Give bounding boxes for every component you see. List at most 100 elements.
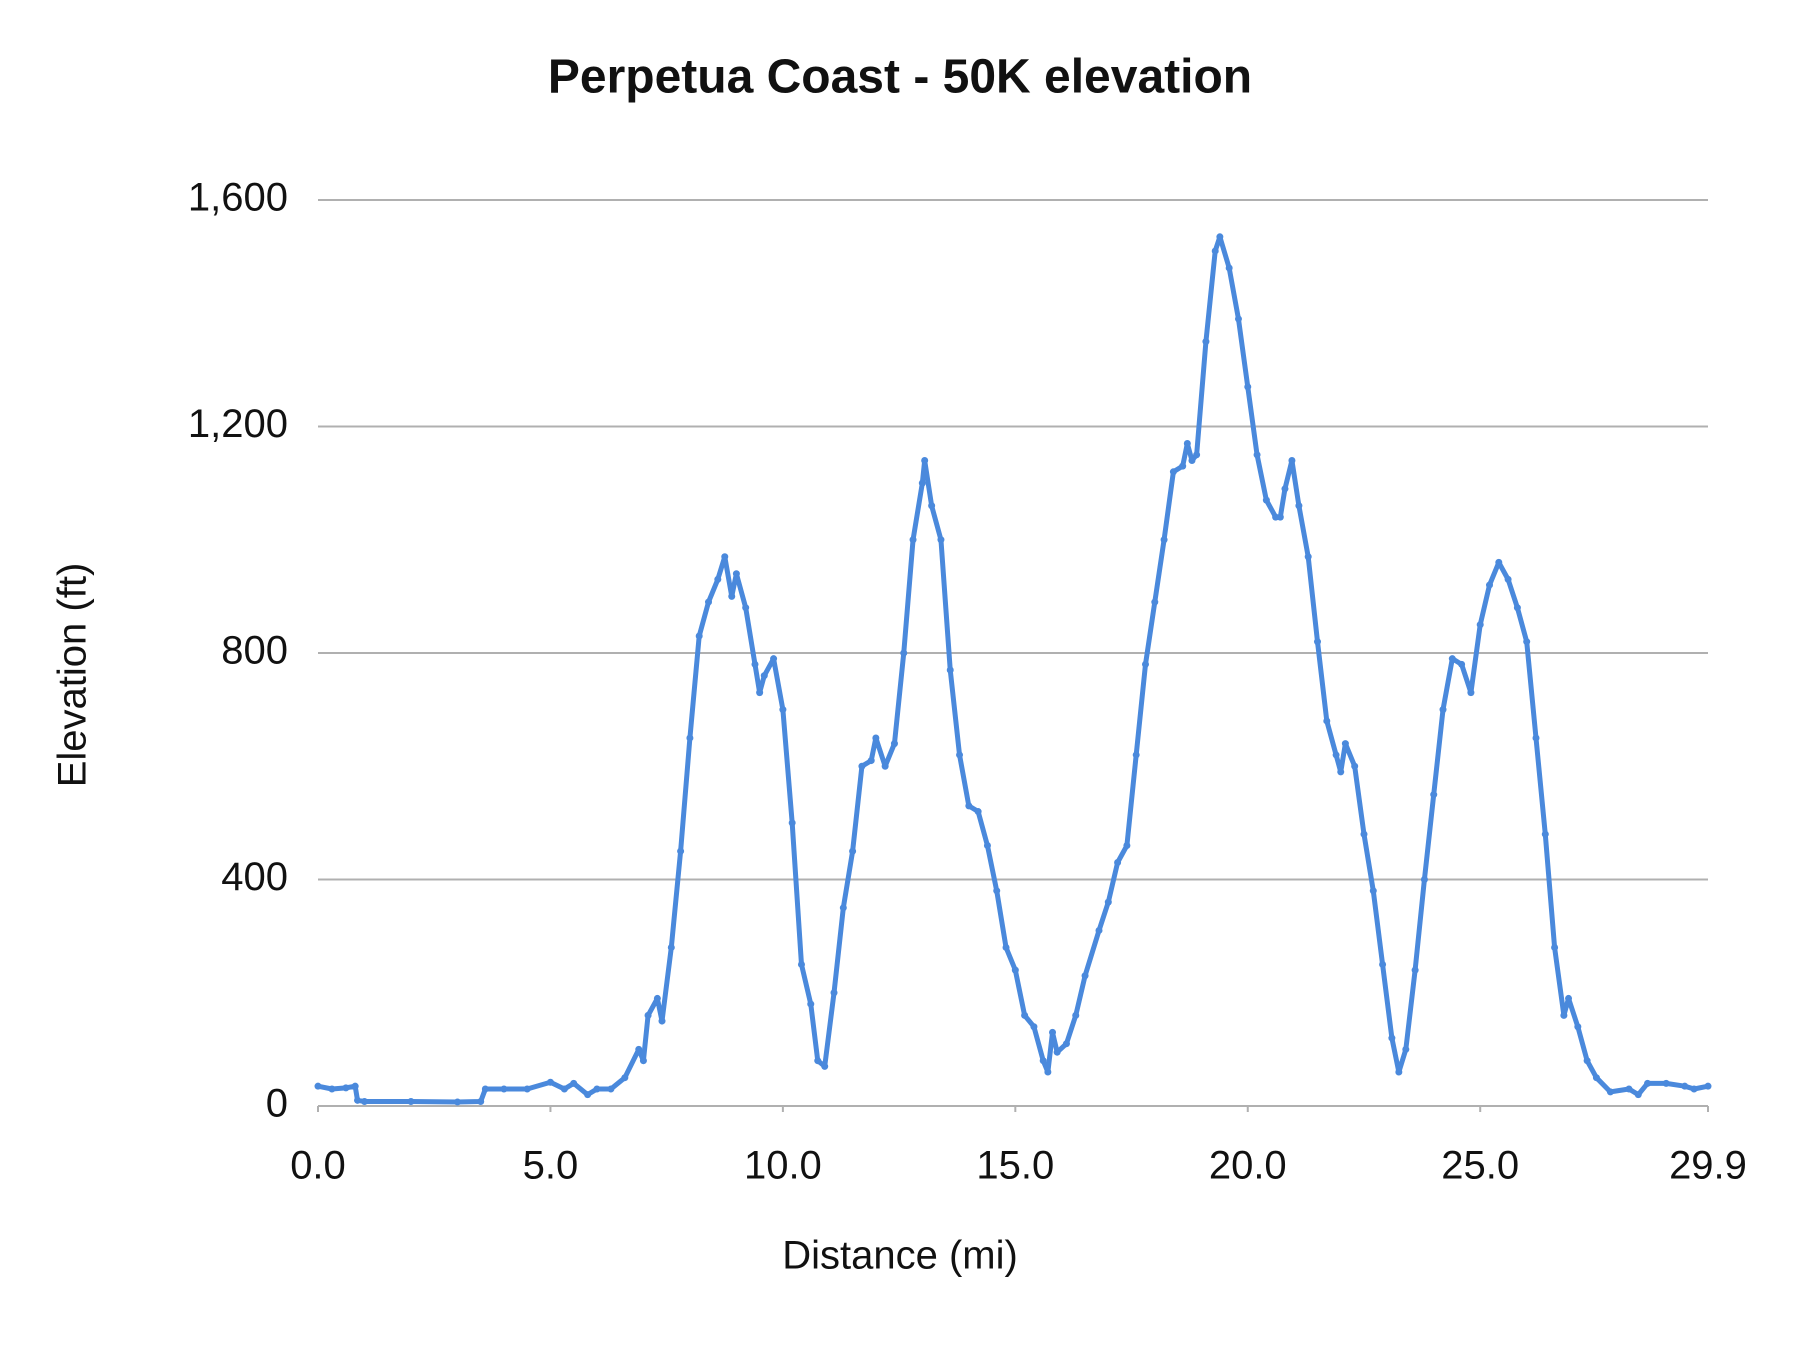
elevation-point xyxy=(1049,1028,1057,1036)
elevation-point xyxy=(1072,1011,1080,1019)
chart-title: Perpetua Coast - 50K elevation xyxy=(548,51,1252,104)
elevation-point xyxy=(607,1085,615,1093)
elevation-point xyxy=(1360,830,1368,838)
elevation-point xyxy=(1388,1034,1396,1042)
elevation-point xyxy=(974,808,982,816)
elevation-point xyxy=(714,575,722,583)
elevation-point xyxy=(1351,762,1359,770)
elevation-point xyxy=(1439,706,1447,714)
elevation-point xyxy=(849,847,857,855)
elevation-point xyxy=(797,960,805,968)
elevation-point xyxy=(1583,1057,1591,1065)
elevation-point xyxy=(993,887,1001,895)
elevation-point xyxy=(732,570,740,578)
elevation-point xyxy=(1095,926,1103,934)
elevation-point xyxy=(1337,768,1345,776)
elevation-point xyxy=(1541,830,1549,838)
x-tick-label: 0.0 xyxy=(290,1144,346,1188)
elevation-point xyxy=(354,1096,362,1104)
elevation-point xyxy=(1021,1011,1029,1019)
elevation-point xyxy=(635,1045,643,1053)
elevation-point xyxy=(644,1011,652,1019)
elevation-point xyxy=(1202,338,1210,346)
x-tick-label: 5.0 xyxy=(523,1144,579,1188)
elevation-point xyxy=(593,1085,601,1093)
elevation-point xyxy=(407,1097,415,1105)
elevation-point xyxy=(1560,1011,1568,1019)
elevation-point xyxy=(1644,1079,1652,1087)
x-tick-label: 20.0 xyxy=(1209,1144,1287,1188)
elevation-point xyxy=(1634,1091,1642,1099)
elevation-point xyxy=(1504,575,1512,583)
elevation-point xyxy=(342,1084,350,1092)
elevation-point xyxy=(1123,842,1131,850)
elevation-point xyxy=(1141,660,1149,668)
elevation-point xyxy=(1288,456,1296,464)
elevation-point xyxy=(1592,1074,1600,1082)
elevation-point xyxy=(1011,966,1019,974)
elevation-point xyxy=(858,762,866,770)
elevation-point xyxy=(1151,598,1159,606)
elevation-point xyxy=(705,598,713,606)
elevation-point xyxy=(872,734,880,742)
elevation-point xyxy=(1606,1088,1614,1096)
y-tick-label: 0 xyxy=(266,1082,288,1126)
elevation-point xyxy=(1551,943,1559,951)
elevation-point xyxy=(760,672,768,680)
elevation-point xyxy=(1188,456,1196,464)
elevation-point xyxy=(1523,638,1531,646)
elevation-point xyxy=(918,479,926,487)
elevation-point xyxy=(500,1085,508,1093)
elevation-point xyxy=(639,1057,647,1065)
elevation-point xyxy=(1458,660,1466,668)
elevation-point xyxy=(756,689,764,697)
elevation-point xyxy=(1216,233,1224,241)
elevation-point xyxy=(677,847,685,855)
elevation-point xyxy=(814,1057,822,1065)
elevation-point xyxy=(1030,1023,1038,1031)
elevation-point xyxy=(1420,876,1428,883)
elevation-point xyxy=(621,1074,629,1082)
elevation-point xyxy=(481,1085,489,1093)
elevation-point xyxy=(695,632,703,640)
elevation-point xyxy=(1565,994,1573,1002)
elevation-point xyxy=(314,1082,322,1090)
elevation-point xyxy=(900,649,908,657)
elevation-point xyxy=(1276,513,1284,521)
elevation-point xyxy=(1002,943,1010,951)
elevation-point xyxy=(1262,496,1270,504)
elevation-point xyxy=(1104,898,1112,906)
elevation-point xyxy=(937,536,945,544)
elevation-point xyxy=(1476,621,1484,629)
elevation-point xyxy=(1662,1079,1670,1087)
x-tick-label: 29.9 xyxy=(1669,1144,1747,1188)
elevation-point xyxy=(1183,439,1191,447)
elevation-point xyxy=(779,706,787,714)
elevation-point xyxy=(1395,1068,1403,1076)
elevation-point xyxy=(1179,462,1187,470)
elevation-point xyxy=(983,842,991,850)
elevation-point xyxy=(1532,734,1540,742)
elevation-point xyxy=(1574,1023,1582,1031)
elevation-point xyxy=(1132,751,1140,759)
elevation-point xyxy=(830,989,838,997)
elevation-point xyxy=(1081,972,1089,980)
elevation-point xyxy=(1313,638,1321,646)
elevation-point xyxy=(807,1000,815,1008)
y-tick-label: 1,200 xyxy=(188,402,288,446)
elevation-point xyxy=(328,1085,336,1093)
elevation-point xyxy=(1039,1057,1047,1065)
elevation-point xyxy=(921,456,929,464)
elevation-point xyxy=(1193,451,1201,459)
elevation-point xyxy=(658,1017,666,1025)
elevation-point xyxy=(881,762,889,770)
elevation-point xyxy=(1114,859,1122,867)
y-axis-title: Elevation (ft) xyxy=(51,563,95,788)
elevation-point xyxy=(667,943,675,951)
elevation-point xyxy=(867,757,875,765)
elevation-point xyxy=(742,604,750,612)
elevation-point xyxy=(570,1079,578,1087)
elevation-point xyxy=(1244,383,1252,391)
